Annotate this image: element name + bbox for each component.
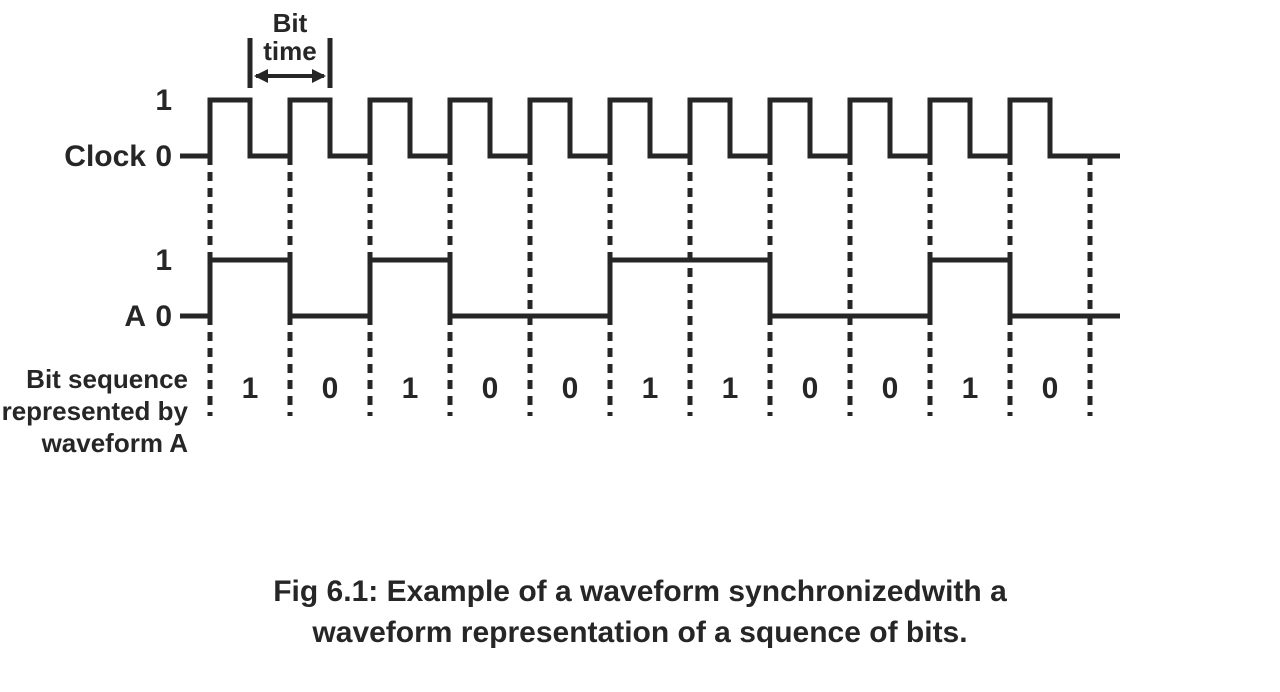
signal-a-waveform [180,260,1120,316]
bit-value: 0 [562,372,579,405]
bit-value: 0 [802,372,819,405]
seq-label-3: waveform A [41,428,189,458]
bit-time-label-2: time [263,36,316,66]
bit-time-label-1: Bit [273,8,308,38]
bit-value: 0 [322,372,339,405]
bit-value: 1 [242,372,259,405]
clock-label: Clock [64,140,146,173]
seq-label-2: represented by [2,396,189,426]
figure-caption: Fig 6.1: Example of a waveform synchroni… [0,572,1280,653]
bit-time-arrow-right [312,69,326,83]
bit-value: 0 [482,372,499,405]
clock-waveform [180,100,1120,156]
clock-low-label: 0 [155,140,172,173]
caption-line-2: waveform representation of a squence of … [0,613,1280,654]
signal-label: A [124,300,146,333]
bit-value: 1 [402,372,419,405]
clock-high-label: 1 [155,84,172,117]
bit-value: 1 [642,372,659,405]
bit-time-arrow-left [254,69,268,83]
signal-low-label: 0 [155,300,172,333]
timing-diagram-figure: 1010011001010Clock10ABit sequencereprese… [0,0,1280,692]
bit-value: 1 [962,372,979,405]
seq-label-1: Bit sequence [26,364,188,394]
bit-value: 1 [722,372,739,405]
bit-value: 0 [1042,372,1059,405]
bit-value: 0 [882,372,899,405]
signal-high-label: 1 [155,244,172,277]
waveform-svg: 1010011001010Clock10ABit sequencereprese… [0,0,1280,540]
caption-line-1: Fig 6.1: Example of a waveform synchroni… [0,572,1280,613]
